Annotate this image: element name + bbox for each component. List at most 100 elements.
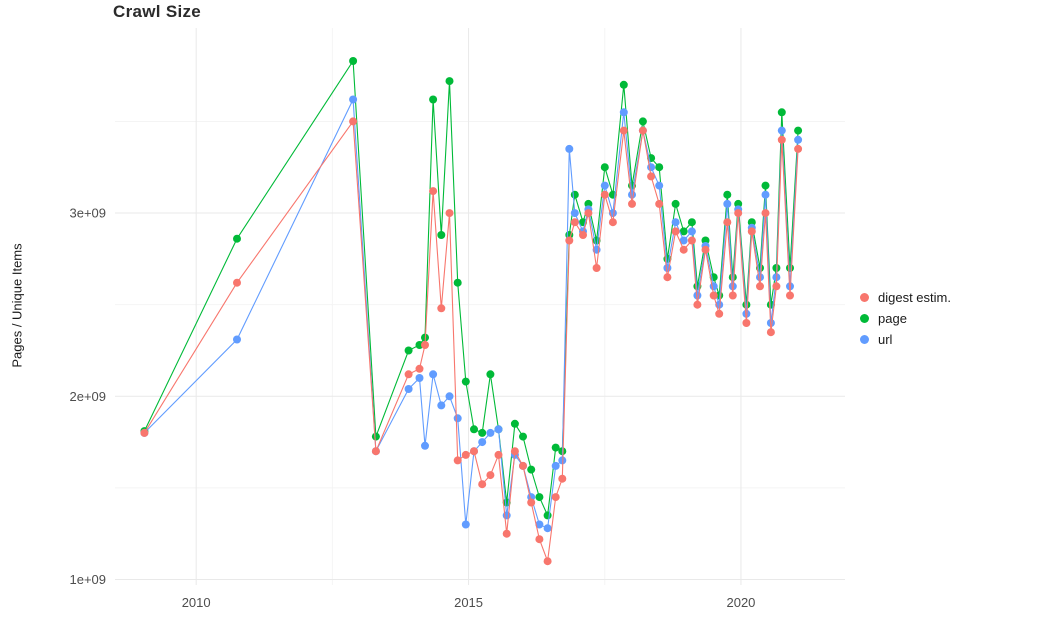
data-point-page [786,264,794,272]
data-point-digest-estim- [600,190,609,199]
data-point-digest-estim- [421,341,429,349]
data-point-page [349,57,358,65]
data-point-page [794,126,803,135]
data-point-url [728,282,737,291]
data-point-url [570,209,579,218]
data-point-digest-estim- [786,291,794,300]
data-point-page [543,511,552,520]
legend-swatch-digest-icon [860,293,869,302]
data-point-page [734,199,743,208]
data-point-url [461,520,470,529]
data-point-page [761,181,770,190]
data-point-digest-estim- [470,447,478,456]
data-point-digest-estim- [772,282,781,291]
data-point-digest-estim- [429,187,438,196]
data-point-digest-estim- [543,557,552,566]
data-point-page [679,227,688,236]
data-point-digest-estim- [687,236,696,245]
data-point-url [349,95,358,104]
data-point-digest-estim- [592,264,601,272]
series-line-url [144,97,799,530]
data-point-page [551,443,560,452]
legend-label-page: page [878,311,907,326]
data-point-url [647,163,656,172]
data-point-digest-estim- [638,126,647,135]
data-point-digest-estim- [747,227,756,236]
data-point-page [445,77,454,86]
data-point-url [437,401,446,410]
data-point-page [600,163,609,172]
data-point-url [543,524,552,533]
data-point-page [519,432,527,441]
data-point-page [470,425,478,434]
data-point-page [655,163,664,172]
data-point-page [671,199,680,208]
data-point-digest-estim- [701,245,710,254]
data-point-url [600,181,609,190]
data-point-page [527,465,536,474]
data-point-digest-estim- [734,209,743,218]
data-point-url [494,425,503,434]
data-point-page [486,370,495,379]
data-point-digest-estim- [558,474,567,483]
legend: digest estim. page url [860,287,951,350]
data-point-digest-estim- [619,126,628,135]
data-point-digest-estim- [486,471,495,480]
data-point-digest-estim- [494,450,503,459]
data-point-digest-estim- [510,447,519,456]
data-point-url [671,218,680,227]
data-point-page [233,234,241,243]
chart-title: Crawl Size [113,2,202,21]
data-point-digest-estim- [453,456,462,465]
data-point-page [535,493,544,502]
x-tick-label: 2010 [182,595,211,610]
data-point-digest-estim- [502,529,511,538]
data-point-page [747,218,756,227]
data-point-page [371,432,380,441]
data-point-page [478,428,487,437]
data-point-digest-estim- [663,273,672,282]
data-point-url [445,392,454,401]
data-point-digest-estim- [728,291,737,300]
data-point-page [570,190,579,199]
data-point-url [404,385,413,393]
data-point-digest-estim- [794,144,803,153]
data-point-digest-estim- [766,328,775,337]
data-point-url [551,461,560,470]
data-point-digest-estim- [709,291,718,300]
legend-item-url: url [860,329,951,350]
data-point-digest-estim- [527,498,536,507]
data-point-page [687,218,696,227]
data-point-digest-estim- [349,117,358,126]
data-point-digest-estim- [761,209,770,218]
data-point-digest-estim- [437,304,446,313]
x-tick-label: 2015 [454,595,483,610]
y-tick-label: 3e+09 [69,206,106,221]
data-point-page [437,231,446,239]
data-point-url [761,190,770,199]
data-point-page [510,419,519,428]
data-point-url [429,370,438,379]
data-point-digest-estim- [723,218,732,227]
data-point-url [655,181,664,190]
data-point-url [486,428,495,437]
data-point-url [415,374,424,382]
data-point-digest-estim- [777,135,786,144]
data-point-digest-estim- [461,450,470,459]
data-point-url [619,108,628,117]
data-point-digest-estim- [715,309,724,318]
data-point-page [584,199,593,208]
data-point-digest-estim- [647,172,656,181]
data-point-page [404,346,413,355]
data-point-digest-estim- [140,428,149,437]
data-point-url [687,227,696,236]
data-point-page [701,236,710,245]
data-point-digest-estim- [551,493,560,502]
data-point-page [453,278,462,287]
data-point-url [502,511,511,520]
data-point-page [638,117,647,126]
data-point-page [723,190,732,199]
data-point-digest-estim- [679,245,688,254]
